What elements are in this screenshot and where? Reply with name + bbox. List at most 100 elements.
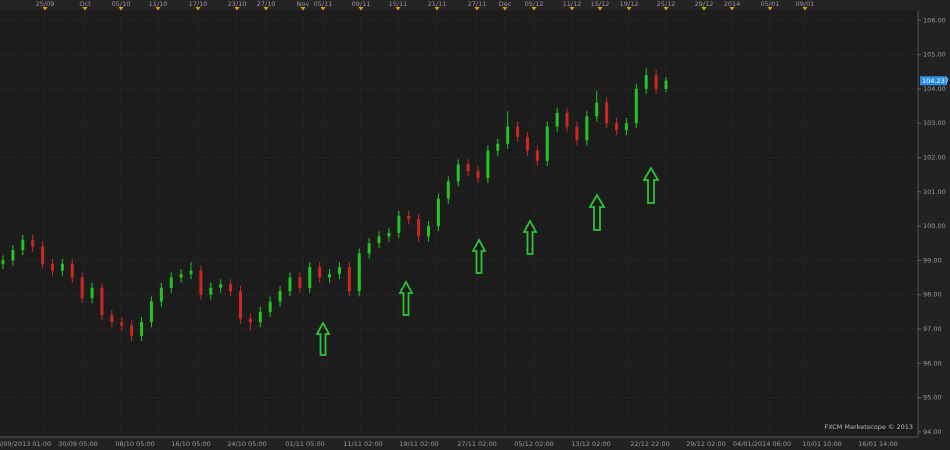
candle-body: [496, 143, 500, 151]
top-time-label: 25/09: [36, 0, 55, 8]
candle-body: [654, 75, 658, 89]
y-tick-label: 100.00: [923, 222, 946, 230]
y-tick-label: 95.00: [923, 394, 942, 402]
arrow: [588, 193, 606, 231]
candle-body: [140, 322, 144, 336]
bottom-time-label: 05/12 02:00: [514, 440, 554, 448]
arrow: [315, 321, 331, 356]
arrow: [471, 238, 487, 274]
time-marker: [474, 7, 480, 11]
time-marker: [502, 7, 508, 11]
time-marker: [597, 7, 603, 11]
candle-body: [466, 164, 470, 172]
y-tick-label: 105.00: [923, 51, 946, 59]
time-marker: [663, 7, 669, 11]
y-tick-label: 104.00: [923, 85, 946, 93]
bottom-time-label: 13/12 02:00: [571, 440, 611, 448]
time-marker: [155, 7, 161, 11]
candle-body: [169, 277, 173, 288]
time-marker: [195, 7, 201, 11]
top-time-label: 25/12: [657, 0, 676, 8]
candle-body: [179, 274, 183, 278]
y-tick-label: 96.00: [923, 359, 942, 367]
time-marker: [434, 7, 440, 11]
candle-body: [278, 291, 282, 302]
time-marker: [802, 7, 808, 11]
top-time-label: 09/11: [352, 0, 371, 8]
candle-body: [31, 239, 35, 247]
top-time-label: 05/11: [314, 0, 333, 8]
candle-body: [565, 112, 569, 127]
candle-body: [110, 315, 114, 323]
y-tick-label: 97.00: [923, 325, 942, 333]
y-tick-label: 98.00: [923, 291, 942, 299]
candle-body: [159, 287, 163, 302]
candle-body: [298, 277, 302, 288]
candle-body: [248, 318, 252, 323]
candle-body: [506, 126, 510, 144]
top-time-label: Dec: [499, 0, 512, 8]
top-time-label: 23/10: [228, 0, 247, 8]
time-marker: [118, 7, 124, 11]
time-marker: [263, 7, 269, 11]
bottom-time-label: 11/11 02:00: [343, 440, 383, 448]
candle-body: [90, 287, 94, 299]
time-marker: [300, 7, 306, 11]
candle-body: [50, 263, 54, 271]
top-time-label: 05/01: [761, 0, 780, 8]
candle-body: [456, 164, 460, 182]
time-marker: [729, 7, 735, 11]
bottom-time-label: 18/09/2013 01:00: [0, 440, 51, 448]
top-time-label: 2014: [724, 0, 741, 8]
y-tick-label: 101.00: [923, 188, 946, 196]
candle-body: [308, 267, 312, 288]
candle-body: [664, 80, 668, 89]
candle-body: [268, 301, 272, 312]
bottom-time-label: 10/01 10:00: [802, 440, 842, 448]
candle-body: [1, 260, 5, 264]
time-axis-bar: [0, 437, 918, 450]
last-price-label: 104.237: [922, 77, 949, 85]
candle-body: [525, 136, 529, 151]
top-time-label: 21/11: [428, 0, 447, 8]
candle-body: [189, 270, 193, 275]
top-time-label: 27/10: [257, 0, 276, 8]
candle-body: [387, 232, 391, 237]
candle-body: [258, 311, 262, 323]
candle-body: [238, 291, 242, 319]
time-marker: [82, 7, 88, 11]
top-time-label: 15/12: [591, 0, 610, 8]
candle-body: [209, 287, 213, 295]
top-axis-bar: [0, 0, 918, 10]
candle-body: [595, 102, 599, 117]
candle-body: [229, 284, 233, 292]
grid: [0, 10, 918, 437]
bottom-time-label: 16/01 14:00: [858, 440, 898, 448]
candle-body: [615, 123, 619, 131]
bottom-time-label: 04/01/2014 06:00: [733, 440, 791, 448]
candle-body: [417, 219, 421, 237]
candle-body: [545, 126, 549, 161]
candle-body: [605, 102, 609, 124]
top-time-label: 19/12: [620, 0, 639, 8]
top-time-label: 11/10: [149, 0, 168, 8]
candle-body: [199, 270, 203, 295]
candle-body: [555, 112, 559, 127]
candle-body: [476, 171, 480, 179]
top-time-label: Nov: [297, 0, 310, 8]
candle-body: [318, 267, 322, 278]
candle-body: [367, 243, 371, 254]
y-tick-label: 99.00: [923, 256, 942, 264]
y-tick-label: 102.00: [923, 153, 946, 161]
candle-body: [11, 250, 15, 261]
arrow: [398, 280, 414, 316]
candle-body: [337, 267, 341, 275]
top-time-label: 17/10: [189, 0, 208, 8]
top-time-label: 05/10: [112, 0, 131, 8]
candle-body: [436, 198, 440, 227]
top-time-label: 29/12: [695, 0, 714, 8]
candle-body: [120, 322, 124, 326]
